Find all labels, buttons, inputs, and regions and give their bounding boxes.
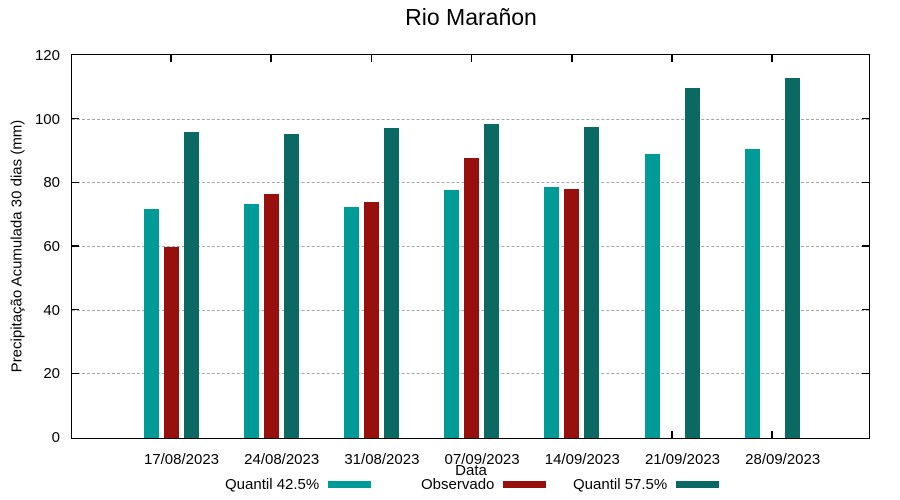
y-tick-left-80	[72, 181, 79, 184]
x-tick-top-1	[270, 55, 272, 62]
bar-observado-3	[464, 157, 480, 438]
y-tick-label-40: 40	[43, 301, 60, 319]
x-tick-top-5	[671, 55, 673, 62]
x-tick-top-4	[571, 55, 573, 62]
bar-quantil-57-5--0	[183, 132, 199, 438]
y-tick-left-60	[72, 245, 79, 247]
bar-observado-2	[363, 202, 379, 438]
gridline-y-100	[72, 118, 869, 120]
x-tick-label-0: 17/08/2023	[143, 451, 220, 468]
y-tick-label-120: 120	[34, 47, 60, 64]
x-tick-top-3	[470, 55, 473, 62]
legend-swatch-2	[676, 481, 720, 488]
legend-swatch-0	[328, 481, 372, 488]
bar-observado-0	[163, 247, 179, 438]
bar-quantil-42-5--2	[343, 207, 359, 438]
x-tick-bottom-6	[771, 431, 773, 438]
y-tick-right-20	[862, 372, 869, 375]
bar-quantil-57-5--6	[784, 78, 800, 438]
bar-quantil-42-5--5	[644, 153, 660, 438]
bar-quantil-42-5--0	[143, 208, 159, 438]
x-tick-label-5: 21/09/2023	[644, 451, 721, 468]
bar-observado-4	[564, 188, 580, 438]
legend-label-2: Quantil 57.5%	[573, 476, 668, 493]
y-tick-right-40	[862, 308, 869, 311]
plot-area	[71, 54, 870, 439]
y-tick-left-100	[72, 117, 79, 120]
bar-quantil-57-5--1	[283, 134, 299, 438]
legend-swatch-1	[503, 481, 547, 488]
bar-quantil-42-5--3	[444, 189, 460, 438]
bar-observado-1	[263, 194, 279, 438]
x-tick-label-4: 14/09/2023	[544, 451, 620, 468]
x-tick-top-2	[370, 55, 373, 62]
x-tick-top-6	[771, 55, 773, 62]
legend-label-0: Quantil 42.5%	[225, 476, 320, 493]
bar-quantil-42-5--6	[744, 149, 760, 438]
y-tick-label-100: 100	[34, 110, 60, 128]
x-tick-label-1: 24/08/2023	[244, 451, 320, 468]
bar-quantil-57-5--3	[484, 123, 500, 438]
x-tick-label-3: 07/09/2023	[444, 451, 520, 468]
y-tick-label-80: 80	[43, 174, 60, 192]
y-tick-label-20: 20	[43, 365, 60, 383]
legend-item-0: Quantil 42.5%	[225, 476, 372, 493]
y-tick-label-0: 0	[51, 429, 60, 446]
bar-quantil-42-5--4	[544, 186, 560, 438]
x-tick-label-2: 31/08/2023	[344, 451, 420, 468]
plot-inner	[72, 55, 869, 438]
legend-item-1: Observado	[421, 476, 547, 493]
x-axis-label: Data	[455, 462, 487, 479]
y-tick-right-60	[862, 245, 869, 247]
legend-item-2: Quantil 57.5%	[573, 476, 720, 493]
chart-title: Rio Marañon	[405, 4, 537, 30]
y-tick-left-20	[72, 372, 79, 375]
bar-quantil-57-5--5	[684, 88, 700, 438]
y-tick-right-80	[862, 181, 869, 184]
bar-quantil-57-5--2	[383, 127, 399, 438]
y-tick-label-60: 60	[43, 238, 60, 255]
x-tick-bottom-5	[671, 431, 673, 438]
x-tick-top-0	[170, 55, 172, 62]
bar-quantil-57-5--4	[584, 126, 600, 438]
bar-quantil-42-5--1	[243, 204, 259, 438]
y-tick-right-100	[862, 117, 869, 120]
legend-label-1: Observado	[421, 476, 495, 493]
x-tick-label-6: 28/09/2023	[745, 451, 821, 468]
y-tick-left-40	[72, 308, 79, 311]
